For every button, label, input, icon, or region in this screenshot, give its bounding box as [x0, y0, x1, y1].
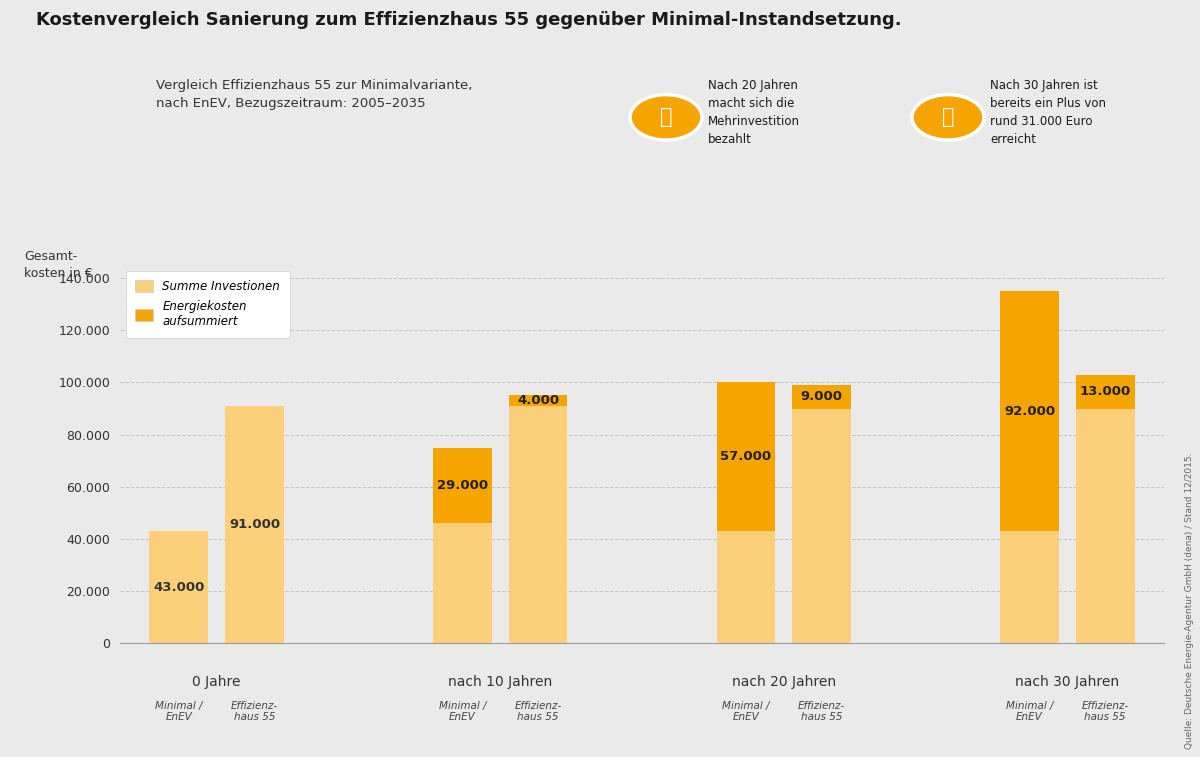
- Text: nach 20 Jahren: nach 20 Jahren: [732, 674, 836, 689]
- Text: 91.000: 91.000: [229, 519, 280, 531]
- Text: Minimal /
EnEV: Minimal / EnEV: [722, 701, 769, 722]
- Text: 4.000: 4.000: [517, 394, 559, 407]
- Text: 13.000: 13.000: [1080, 385, 1130, 398]
- Text: 0 Jahre: 0 Jahre: [192, 674, 241, 689]
- Text: Gesamt-
kosten in €: Gesamt- kosten in €: [24, 250, 92, 280]
- Bar: [150, 531, 209, 643]
- Bar: [792, 385, 851, 409]
- Bar: [226, 406, 284, 643]
- Text: Minimal /
EnEV: Minimal / EnEV: [1006, 701, 1054, 722]
- Text: Effizienz-
haus 55: Effizienz- haus 55: [798, 701, 845, 722]
- Text: 57.000: 57.000: [720, 450, 772, 463]
- Bar: [509, 395, 568, 406]
- Text: Vergleich Effizienzhaus 55 zur Minimalvariante,
nach EnEV, Bezugszeitraum: 2005–: Vergleich Effizienzhaus 55 zur Minimalva…: [156, 79, 473, 111]
- Text: 29.000: 29.000: [437, 479, 488, 492]
- Text: nach 10 Jahren: nach 10 Jahren: [448, 674, 552, 689]
- Bar: [716, 531, 775, 643]
- Bar: [1000, 531, 1058, 643]
- Text: Effizienz-
haus 55: Effizienz- haus 55: [1081, 701, 1129, 722]
- Legend: Summe Investionen, Energiekosten
aufsummiert: Summe Investionen, Energiekosten aufsumm…: [126, 271, 289, 338]
- Bar: [1075, 375, 1134, 409]
- Text: Nach 20 Jahren
macht sich die
Mehrinvestition
bezahlt: Nach 20 Jahren macht sich die Mehrinvest…: [708, 79, 800, 147]
- Text: 👍: 👍: [942, 107, 954, 127]
- Text: 👍: 👍: [660, 107, 672, 127]
- Text: Quelle: Deutsche Energie-Agentur GmbH (dena) / Stand 12/2015.: Quelle: Deutsche Energie-Agentur GmbH (d…: [1186, 453, 1194, 749]
- Bar: [1000, 291, 1058, 531]
- Bar: [792, 409, 851, 643]
- Text: nach 30 Jahren: nach 30 Jahren: [1015, 674, 1120, 689]
- Text: Minimal /
EnEV: Minimal / EnEV: [155, 701, 203, 722]
- Bar: [509, 406, 568, 643]
- Text: Kostenvergleich Sanierung zum Effizienzhaus 55 gegenüber Minimal-Instandsetzung.: Kostenvergleich Sanierung zum Effizienzh…: [36, 11, 901, 30]
- Text: 92.000: 92.000: [1004, 405, 1055, 418]
- Bar: [716, 382, 775, 531]
- Text: Effizienz-
haus 55: Effizienz- haus 55: [230, 701, 278, 722]
- Bar: [1075, 409, 1134, 643]
- Text: Minimal /
EnEV: Minimal / EnEV: [439, 701, 486, 722]
- Text: 43.000: 43.000: [154, 581, 204, 593]
- Text: 9.000: 9.000: [800, 391, 842, 403]
- Text: Nach 30 Jahren ist
bereits ein Plus von
rund 31.000 Euro
erreicht: Nach 30 Jahren ist bereits ein Plus von …: [990, 79, 1106, 147]
- Bar: [433, 523, 492, 643]
- Bar: [433, 447, 492, 523]
- Text: Effizienz-
haus 55: Effizienz- haus 55: [515, 701, 562, 722]
